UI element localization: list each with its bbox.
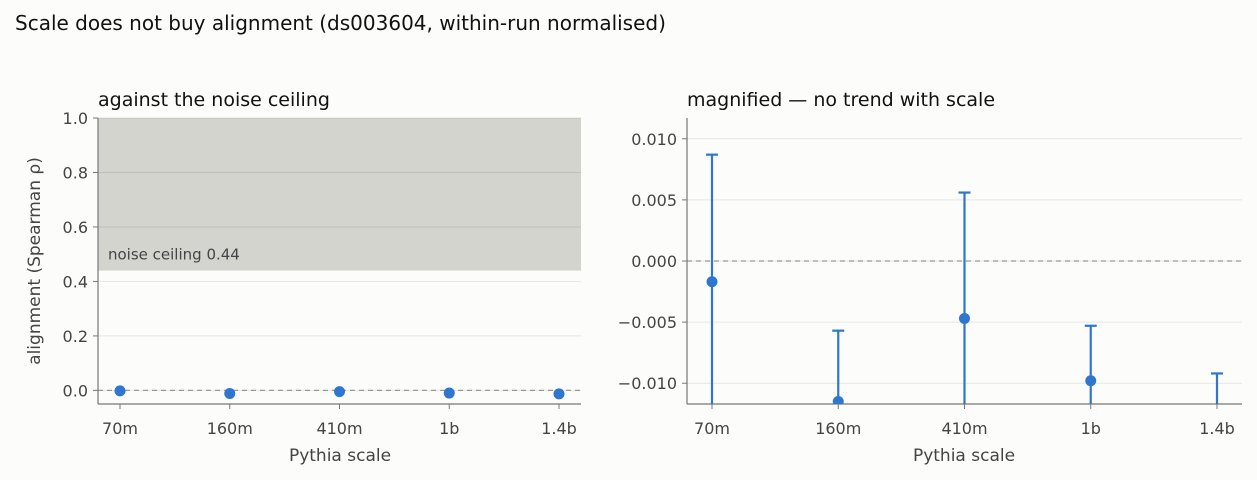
x-tick-label: 1.4b [1199, 419, 1235, 438]
noise-ceiling-band [98, 118, 581, 271]
x-tick-label: 1.4b [541, 419, 577, 438]
y-tick-label: 0.0 [63, 381, 88, 400]
data-point [334, 386, 345, 398]
data-point [443, 387, 455, 399]
x-tick-label: 160m [207, 419, 253, 438]
y-axis-label: alignment (Spearman ρ) [25, 157, 45, 365]
x-tick-label: 70m [102, 419, 138, 438]
x-tick-label: 70m [694, 419, 730, 438]
panel-title: against the noise ceiling [98, 89, 330, 111]
data-point [553, 388, 565, 400]
data-layer [114, 385, 565, 400]
data-point [1085, 375, 1097, 387]
y-tick-label: 0.005 [631, 191, 677, 210]
data-point [832, 396, 844, 404]
data-layer [706, 153, 1223, 404]
data-point [706, 276, 718, 288]
y-tick-label: 1.0 [63, 109, 88, 128]
x-tick-label: 160m [815, 419, 861, 438]
x-tick-label: 1b [1081, 419, 1101, 438]
data-point [114, 385, 126, 397]
figure-title: Scale does not buy alignment (ds003604, … [15, 11, 666, 35]
y-tick-label: 0.6 [63, 218, 88, 237]
right-panel: −0.010 −0.005 0.000 0.005 0.010 70m 160m 410m 1b… [618, 89, 1242, 466]
data-point [959, 312, 970, 324]
y-tick-label: −0.010 [618, 374, 677, 393]
x-tick-label: 410m [941, 419, 987, 438]
y-tick-label: 0.000 [631, 252, 677, 271]
left-panel: noise ceiling 0.44 0.0 0.2 0.4 0.6 0.8 1.0 70m 1… [25, 89, 581, 466]
data-point [224, 388, 236, 400]
y-tick-label: 0.8 [63, 163, 88, 182]
noise-ceiling-label: noise ceiling 0.44 [108, 246, 240, 264]
y-tick-label: 0.4 [63, 272, 88, 291]
y-tick-label: 0.2 [63, 327, 88, 346]
x-tick-label: 1b [439, 419, 459, 438]
panel-title: magnified — no trend with scale [687, 89, 995, 111]
x-axis-label: Pythia scale [913, 446, 1015, 466]
y-tick-label: 0.010 [631, 130, 677, 149]
y-tick-label: −0.005 [618, 313, 677, 332]
x-tick-label: 410m [316, 419, 362, 438]
x-axis-label: Pythia scale [289, 446, 391, 466]
